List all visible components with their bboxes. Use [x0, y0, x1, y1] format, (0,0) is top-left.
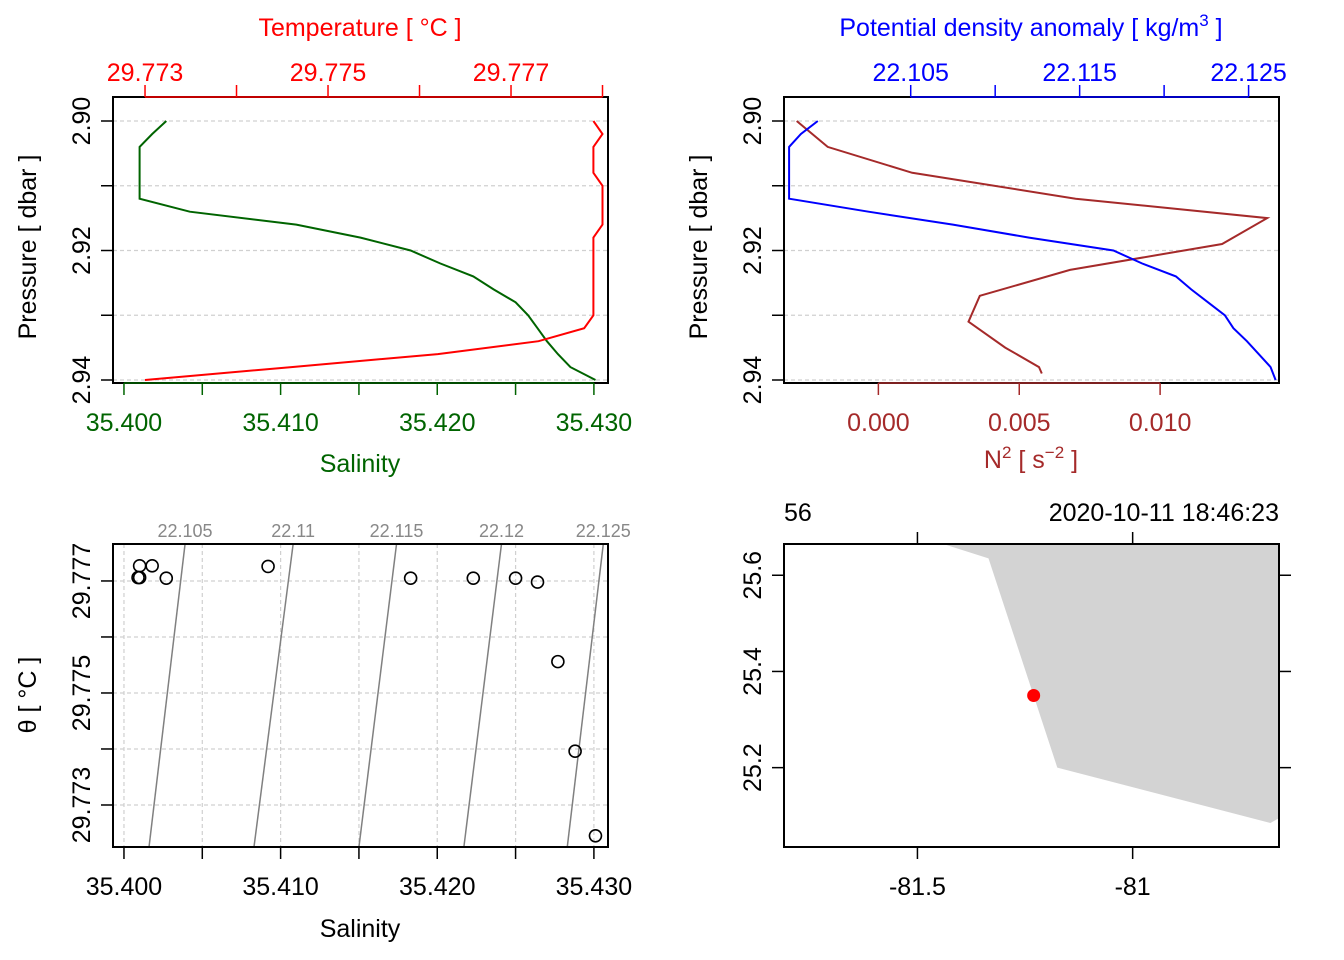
map-y-tick-label: 25.4	[739, 647, 767, 696]
isopycnal-label: 22.115	[370, 521, 424, 541]
panel-station-map: -81.5 -81 25.2 25.4 25.6 56 2020-10-11 18:46…	[739, 499, 1291, 901]
ts-y-tick-label: 29.775	[68, 655, 96, 731]
density-profile-line	[788, 120, 1277, 381]
density-axis-label: Potential density anomaly [ kg/m3 ]	[839, 11, 1222, 42]
map-x-tick-label: -81.5	[889, 873, 946, 901]
p2-plot-frame	[783, 96, 1280, 384]
density-tick-label: 22.105	[872, 59, 948, 87]
station-time: 2020-10-11 18:46:23	[1049, 499, 1279, 527]
p4-plot-frame	[783, 543, 1280, 848]
temperature-profile-line	[144, 120, 604, 381]
map-y-tick-label: 25.2	[739, 743, 767, 792]
pressure-tick-label-2: 2.92	[739, 226, 767, 275]
density-tick-label: 22.125	[1210, 59, 1286, 87]
station-number: 56	[784, 499, 812, 527]
p3-gridlines	[113, 544, 608, 847]
salinity-profile-line	[138, 120, 596, 381]
panel-density-n2-profile: 22.105 22.115 22.125 0.000 0.005 0.010 2.90 2.9…	[685, 11, 1287, 474]
density-axis-label-main: Potential density anomaly [ kg/m	[839, 14, 1199, 42]
ts-point	[588, 828, 603, 843]
p2-axes: 22.105 22.115 22.125 0.000 0.005 0.010 2.90 2.9…	[739, 59, 1287, 437]
ts-x-tick-label: 35.430	[556, 873, 632, 901]
ts-point	[145, 559, 159, 573]
panel-temperature-salinity-profile: 29.773 29.775 29.777 35.400 35.410 35.420 35.4…	[14, 14, 632, 478]
pressure-axis-label: Pressure [ dbar ]	[14, 155, 42, 340]
ts-x-tick-label: 35.420	[399, 873, 475, 901]
ts-point	[508, 571, 523, 585]
n2-axis-label-unit-sup: −2	[1045, 443, 1064, 462]
density-axis-label-end: ]	[1209, 14, 1223, 42]
ts-point	[159, 571, 174, 585]
pressure-tick-label: 2.90	[68, 97, 96, 146]
salinity-tick-label: 35.430	[556, 409, 632, 437]
ts-point	[403, 571, 418, 585]
pressure-axis-label-2: Pressure [ dbar ]	[685, 155, 713, 340]
pressure-tick-label-2: 2.90	[739, 97, 767, 146]
isopycnal-label: 22.125	[576, 521, 631, 541]
pressure-tick-label: 2.94	[68, 356, 96, 405]
n2-profile-line	[796, 120, 1271, 374]
salinity-axis-label: Salinity	[320, 450, 401, 478]
pressure-tick-label: 2.92	[68, 226, 96, 275]
p3-axes: 35.400 35.410 35.420 35.430 29.773 29.775 29.7…	[68, 543, 632, 901]
ts-point	[466, 571, 481, 585]
density-tick-label: 22.115	[1042, 59, 1117, 87]
map-y-tick-label: 25.6	[739, 551, 767, 600]
salinity-tick-label: 35.410	[242, 409, 318, 437]
n2-axis-label-unit: [ s	[1011, 446, 1044, 474]
temperature-tick-label: 29.775	[290, 59, 366, 87]
n2-axis-label: N2 [ s−2 ]	[984, 443, 1078, 474]
isopycnal-line	[253, 543, 294, 848]
p1-axes: 29.773 29.775 29.777 35.400 35.410 35.420 35.4…	[68, 59, 632, 437]
isopycnal-label: 22.12	[479, 521, 524, 541]
land-polygon	[943, 544, 1279, 823]
pressure-tick-label-2: 2.94	[739, 356, 767, 405]
p1-gridlines	[113, 120, 608, 381]
salinity-tick-label: 35.400	[86, 409, 162, 437]
p3-plot-frame	[112, 543, 609, 848]
n2-tick-label: 0.010	[1129, 409, 1192, 437]
ts-point	[131, 570, 145, 585]
p2-gridlines	[784, 120, 1279, 381]
temperature-tick-label: 29.777	[473, 59, 549, 87]
density-axis-label-sup: 3	[1199, 11, 1208, 30]
ts-point	[132, 559, 147, 573]
n2-axis-label-end: ]	[1064, 446, 1078, 474]
ts-point	[551, 654, 565, 669]
isopycnal-line	[566, 543, 605, 848]
ts-point	[261, 559, 275, 574]
n2-axis-label-main: N	[984, 446, 1002, 474]
n2-tick-label: 0.000	[847, 409, 910, 437]
n2-axis-label-sup: 2	[1002, 443, 1011, 462]
p3-isopycnals: 22.105 22.11 22.115 22.12 22.125	[148, 521, 631, 848]
ts-point	[568, 744, 582, 759]
ts-x-tick-label: 35.410	[242, 873, 318, 901]
isopycnal-label: 22.11	[271, 521, 315, 541]
temperature-axis-label: Temperature [ °C ]	[258, 14, 461, 42]
isopycnal-line	[463, 543, 503, 848]
p3-points	[131, 559, 603, 843]
salinity-tick-label: 35.420	[399, 409, 475, 437]
ts-x-tick-label: 35.400	[86, 873, 162, 901]
theta-axis-label: θ [ °C ]	[14, 657, 42, 734]
temperature-tick-label: 29.773	[107, 59, 183, 87]
map-x-tick-label: -81	[1115, 873, 1151, 901]
panel-ts-diagram: 22.105 22.11 22.115 22.12 22.125 35.400 35.41…	[14, 521, 632, 943]
ts-point	[530, 575, 545, 589]
isopycnal-label: 22.105	[158, 521, 213, 541]
p4-axes: -81.5 -81 25.2 25.4 25.6	[739, 532, 1291, 901]
station-marker	[1027, 689, 1041, 702]
p1-plot-frame	[112, 96, 609, 384]
n2-tick-label: 0.005	[988, 409, 1051, 437]
ts-y-tick-label: 29.777	[68, 543, 96, 619]
ts-salinity-axis-label: Salinity	[320, 915, 401, 943]
isopycnal-line	[148, 543, 186, 848]
isopycnal-line	[358, 543, 398, 848]
ts-y-tick-label: 29.773	[68, 767, 96, 843]
